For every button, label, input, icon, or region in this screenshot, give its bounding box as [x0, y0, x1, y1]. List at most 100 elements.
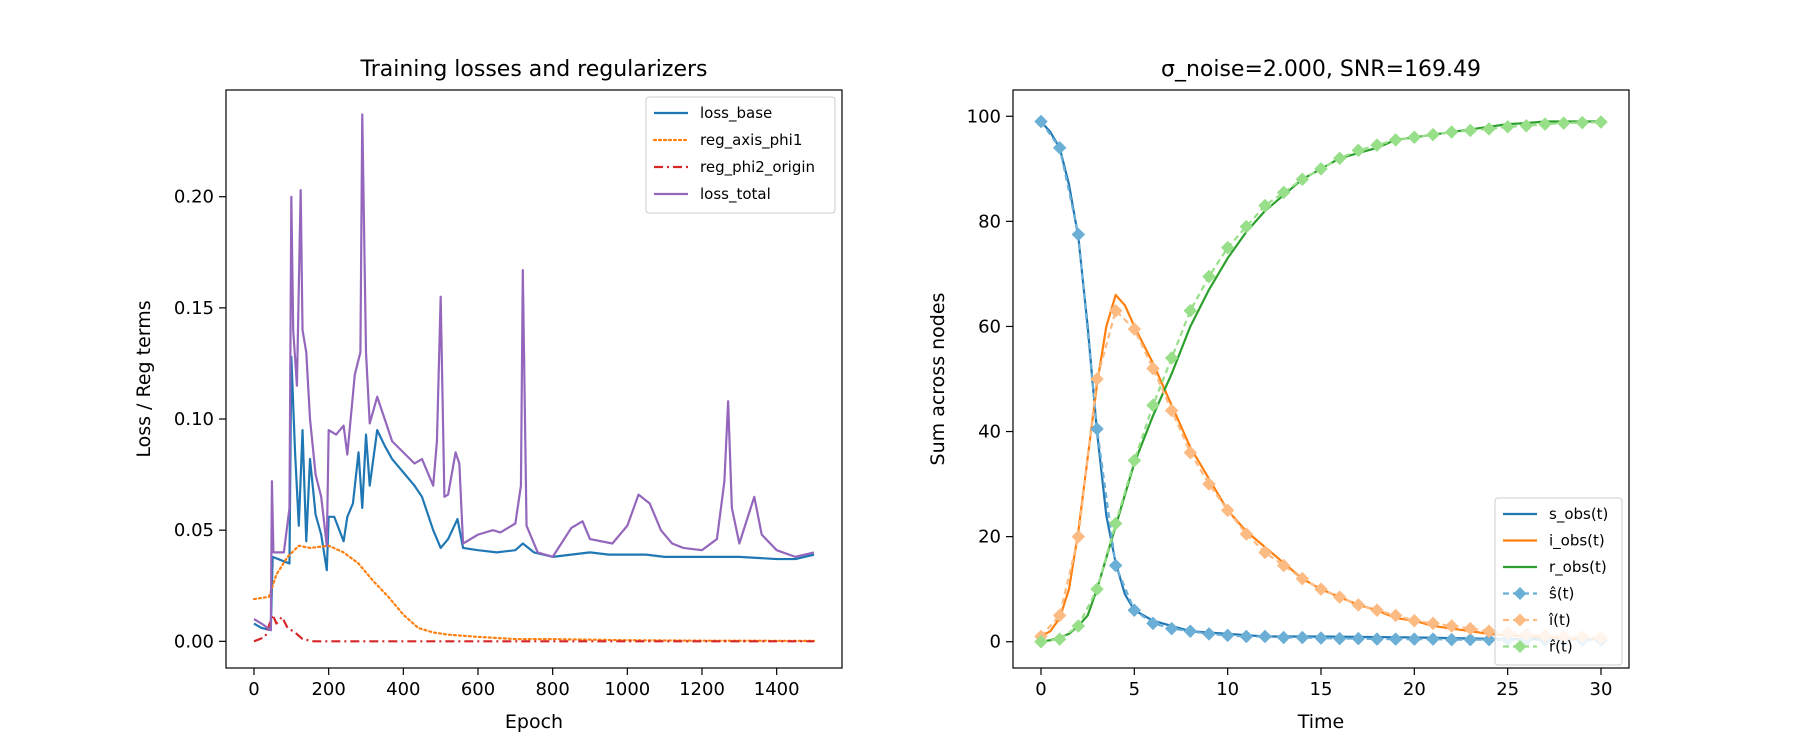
sir-marker-r-t	[1202, 269, 1216, 284]
sir-marker-i-t	[1407, 613, 1422, 628]
sir-marker-s-t	[1295, 630, 1310, 645]
sir-legend-label: s_obs(t)	[1549, 505, 1608, 524]
sir-marker-r-t	[1220, 240, 1235, 255]
sir-marker-s-t	[1127, 603, 1142, 618]
loss-xtick-label: 1400	[754, 679, 800, 700]
sir-marker-r-t	[1239, 219, 1254, 234]
sir-marker-i-t	[1370, 603, 1384, 618]
sir-marker-i-t	[1052, 608, 1067, 623]
sir-marker-r-t	[1594, 115, 1608, 129]
sir-xtick-label: 15	[1310, 679, 1333, 700]
sir-marker-s-t	[1314, 631, 1328, 645]
sir-marker-r-t	[1463, 123, 1478, 138]
sir-ytick-label: 100	[967, 106, 1001, 127]
sir-marker-r-t	[1108, 516, 1123, 531]
sir-marker-s-t	[1108, 558, 1123, 573]
sir-chart-legend: s_obs(t) i_obs(t) r_obs(t) ŝ(t) î(t) r̂(t)	[1494, 497, 1623, 666]
sir-ytick-label: 60	[978, 316, 1001, 337]
sir-marker-s-t	[1351, 631, 1366, 646]
sir-marker-s-t	[1202, 626, 1216, 641]
sir-chart-xlabel: Time	[1297, 711, 1345, 733]
loss-xtick-label: 1000	[604, 679, 650, 700]
sir-ytick-label: 20	[978, 527, 1001, 548]
loss-chart-legend: loss_base reg_axis_phi1 reg_phi2_originlos…	[645, 96, 836, 214]
loss-series-reg-phi2-origin	[253, 613, 814, 643]
sir-series-s-obs-t	[1040, 120, 1601, 641]
loss-xtick-label: 1200	[679, 679, 725, 700]
sir-marker-i-t	[1146, 361, 1160, 376]
loss-legend-label: reg_phi2_origin	[700, 158, 815, 177]
sir-chart-ylabel: Sum across nodes	[927, 293, 949, 466]
sir-marker-i-t	[1351, 598, 1366, 612]
sir-marker-r-t	[1407, 130, 1422, 145]
loss-chart: 0 200 400 600 800 1000 1200 1400 0.00 0.05 0.10 0.1…	[133, 57, 843, 733]
sir-marker-s-t	[1239, 629, 1254, 644]
loss-series-reg-axis-phi1	[252, 544, 816, 642]
sir-marker-i-t	[1332, 590, 1347, 604]
sir-ytick-label: 80	[978, 211, 1001, 232]
sir-marker-s-t	[1332, 631, 1347, 646]
sir-marker-i-t	[1202, 477, 1216, 491]
sir-marker-i-t	[1258, 545, 1272, 560]
loss-chart-frame	[225, 89, 843, 669]
loss-xtick-label: 200	[311, 679, 345, 700]
loss-xtick-label: 600	[461, 679, 495, 700]
loss-chart-xlabel: Epoch	[505, 711, 563, 733]
sir-marker-r-t	[1575, 115, 1590, 130]
sir-xtick-label: 20	[1403, 679, 1426, 700]
sir-marker-r-t	[1164, 351, 1179, 365]
sir-marker-i-t	[1444, 619, 1459, 633]
loss-xtick-label: 800	[535, 679, 569, 700]
sir-marker-s-t	[1463, 632, 1478, 647]
sir-marker-r-t	[1388, 133, 1403, 147]
loss-ytick-label: 0.05	[174, 520, 214, 541]
sir-marker-r-t	[1146, 398, 1160, 413]
sir-legend-marker-i-t	[1513, 613, 1527, 627]
loss-legend-box	[645, 96, 836, 214]
sir-marker-r-t	[1295, 172, 1310, 187]
sir-marker-r-t	[1276, 185, 1291, 200]
sir-marker-i-t	[1314, 582, 1328, 597]
sir-marker-i-t	[1090, 372, 1104, 386]
sir-marker-r-t	[1482, 122, 1496, 136]
loss-ytick-label: 0.00	[174, 631, 214, 652]
sir-marker-r-t	[1090, 582, 1104, 597]
sir-marker-i-t	[1463, 621, 1478, 636]
sir-marker-i-t	[1183, 445, 1198, 460]
loss-legend-label: loss_base	[700, 104, 772, 123]
sir-ytick-label: 0	[990, 632, 1001, 653]
sir-xtick-label: 30	[1590, 679, 1613, 700]
sir-marker-r-t	[1538, 117, 1552, 132]
loss-ytick-label: 0.10	[174, 409, 214, 430]
sir-legend-label: r̂(t)	[1549, 638, 1573, 656]
sir-ytick-label: 40	[978, 422, 1001, 443]
sir-legend-label: r_obs(t)	[1549, 558, 1607, 577]
loss-series-loss-base	[253, 355, 815, 632]
sir-marker-s-t	[1482, 632, 1496, 647]
sir-marker-i-t	[1127, 322, 1142, 336]
sir-marker-r-t	[1332, 151, 1347, 166]
sir-marker-r-t	[1370, 138, 1384, 153]
loss-chart-title: Training losses and regularizers	[359, 57, 707, 82]
sir-marker-i-t	[1164, 403, 1179, 418]
sir-marker-s-t	[1388, 632, 1403, 646]
sir-chart: 0 5 10 15 20 25 30 0 20 40 60 80 100 σ_noise=2.000, …	[927, 57, 1630, 733]
sir-chart-title: σ_noise=2.000, SNR=169.49	[1161, 57, 1481, 82]
sir-marker-s-t	[1258, 629, 1272, 644]
sir-marker-i-t	[1108, 303, 1123, 318]
sir-marker-r-t	[1556, 116, 1571, 130]
sir-marker-s-t	[1090, 422, 1104, 436]
sir-xtick-label: 5	[1129, 679, 1140, 700]
sir-marker-r-t	[1052, 632, 1067, 646]
sir-legend-label: î(t)	[1548, 611, 1571, 629]
sir-marker-r-t	[1444, 125, 1459, 139]
sir-marker-s-t	[1164, 621, 1179, 636]
sir-marker-s-t	[1052, 140, 1067, 155]
sir-marker-i-t	[1426, 616, 1440, 631]
sir-marker-s-t	[1444, 632, 1459, 647]
sir-xtick-label: 25	[1496, 679, 1519, 700]
sir-marker-i-t	[1071, 529, 1086, 544]
loss-legend-label: reg_axis_phi1	[700, 131, 802, 150]
sir-marker-r-t	[1034, 634, 1048, 649]
sir-marker-i-t	[1482, 624, 1496, 639]
